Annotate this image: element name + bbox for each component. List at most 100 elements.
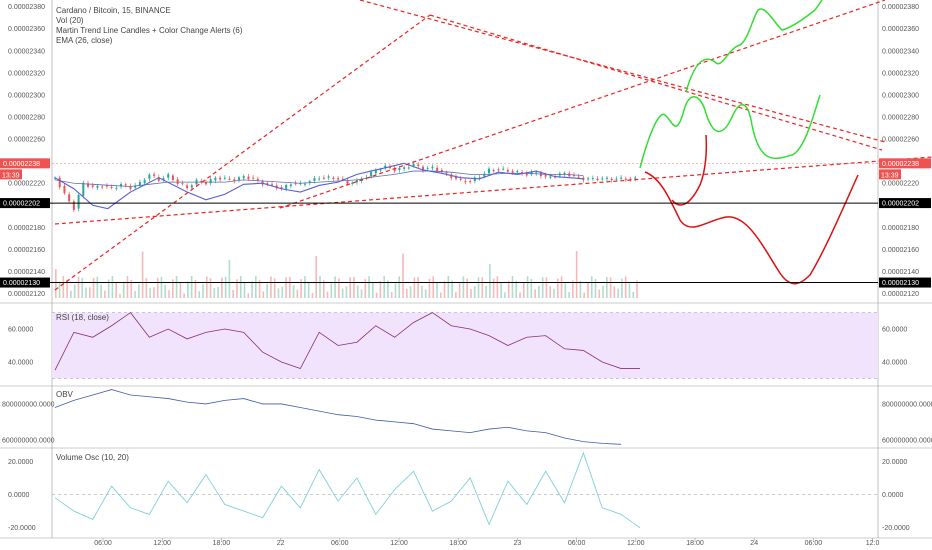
- volume-bar: [436, 282, 438, 298]
- candle-body: [440, 169, 443, 172]
- x-tick-label: 24: [750, 540, 758, 547]
- symbol-title[interactable]: Cardano / Bitcoin, 15, BINANCE: [56, 6, 171, 15]
- candle-body: [445, 172, 448, 174]
- candle-body: [304, 183, 307, 185]
- volume-bar: [473, 286, 476, 298]
- candle-body: [153, 174, 156, 176]
- candle-body: [572, 174, 575, 176]
- candle-body: [176, 179, 179, 184]
- volume-bar: [77, 276, 80, 298]
- volume-bar: [88, 287, 91, 298]
- volume-bar: [73, 284, 76, 298]
- volume-bar: [202, 284, 204, 298]
- volume-bar: [228, 260, 231, 298]
- x-tick-label: 12:00: [627, 540, 645, 547]
- volume-bar: [572, 280, 574, 298]
- candle-body: [209, 179, 212, 184]
- candle-body: [473, 177, 476, 182]
- volume-bar: [315, 256, 318, 298]
- volume-bar: [224, 276, 227, 298]
- price-label-left-text: 0.00002238: [3, 161, 40, 168]
- price-tick-right: 0.00002160: [882, 247, 919, 254]
- x-tick-label: 06:00: [94, 540, 112, 547]
- candle-body: [412, 163, 415, 167]
- price-tick-left: 0.00002380: [8, 4, 45, 11]
- price-tick-right: 0.00002380: [882, 4, 919, 11]
- volume-bar: [209, 278, 212, 298]
- candle-body: [148, 174, 151, 179]
- price-label-left-text: 0.00002202: [3, 201, 40, 208]
- price-tick-right: 0.00002140: [882, 269, 919, 276]
- obv-legend[interactable]: OBV: [56, 390, 73, 399]
- volume-bar: [277, 288, 280, 298]
- price-tick-left: 0.00002320: [8, 70, 45, 77]
- volume-bar: [489, 264, 491, 298]
- volume-bar: [617, 288, 619, 298]
- indicator-vol[interactable]: Vol (20): [56, 16, 84, 25]
- price-tick-right: 0.00002320: [882, 70, 919, 77]
- x-tick-label: 18:00: [449, 540, 467, 547]
- volume-bar: [96, 276, 99, 298]
- volume-bar: [432, 276, 435, 298]
- price-label-right: [879, 158, 931, 169]
- volume-bar: [66, 279, 68, 298]
- volume-bar: [632, 291, 635, 298]
- rsi-tick-left: 40.0000: [8, 359, 33, 366]
- volume-bar: [251, 281, 253, 298]
- volume-bar: [606, 277, 608, 298]
- candle-body: [403, 167, 406, 169]
- volume-bar: [307, 282, 310, 298]
- candle-body: [214, 177, 217, 181]
- volume-bar: [266, 283, 268, 298]
- volume-bar: [270, 276, 272, 298]
- volume-bar: [594, 278, 597, 298]
- volume-bar: [477, 277, 480, 298]
- candle-body: [228, 178, 231, 180]
- price-tick-left: 0.00002360: [8, 26, 45, 33]
- volume-bar: [515, 280, 518, 298]
- price-tick-right: 0.00002220: [882, 181, 919, 188]
- volume-bar: [443, 280, 446, 298]
- candle-body: [450, 174, 453, 178]
- candle-body: [299, 183, 302, 185]
- x-tick-label: 06:00: [805, 540, 823, 547]
- volume-bar: [55, 269, 57, 298]
- volume-bar: [579, 280, 582, 298]
- indicator-martin[interactable]: Martin Trend Line Candles + Color Change…: [56, 26, 243, 35]
- volume-bar: [379, 280, 382, 298]
- volume-bar: [523, 283, 525, 298]
- volume-bar: [198, 291, 201, 298]
- candle-body: [393, 168, 396, 172]
- volume-bar: [624, 276, 627, 298]
- price-tick-left: 0.00002180: [8, 225, 45, 232]
- volume-bar: [406, 288, 408, 298]
- x-tick-label: 12:0: [866, 540, 880, 547]
- projection-red: [671, 134, 708, 206]
- dashed-trendline: [429, 14, 883, 151]
- obv-tick-right: 800000000.0000: [882, 401, 932, 408]
- candle-body: [535, 172, 538, 174]
- volume-bar: [141, 251, 144, 298]
- candle-body: [605, 177, 608, 179]
- rsi-legend[interactable]: RSI (18, close): [56, 313, 109, 322]
- volosc-legend[interactable]: Volume Osc (10, 20): [56, 453, 129, 462]
- candle-body: [181, 183, 184, 185]
- x-tick-label: 06:00: [568, 540, 586, 547]
- candle-body: [582, 177, 585, 181]
- volume-bar: [156, 277, 159, 298]
- volume-bar: [598, 289, 601, 298]
- volume-bar: [281, 286, 284, 298]
- candle-body: [492, 169, 495, 171]
- volume-bar: [289, 276, 291, 298]
- candle-body: [341, 178, 344, 180]
- candle-body: [355, 179, 358, 183]
- candle-body: [601, 178, 604, 180]
- price-tick-left: 0.00002220: [8, 181, 45, 188]
- candle-body: [591, 177, 594, 179]
- volume-bar: [292, 285, 295, 298]
- indicator-ema[interactable]: EMA (26, close): [56, 36, 113, 45]
- candle-body: [610, 178, 613, 181]
- candle-body: [327, 176, 330, 178]
- volume-bar: [145, 278, 148, 298]
